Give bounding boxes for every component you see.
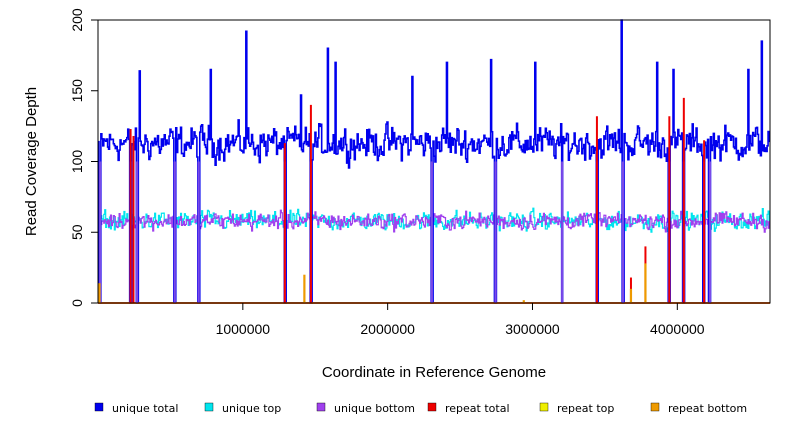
legend-label-repeat-total: repeat total xyxy=(445,402,510,415)
y-axis: 0 50 100 150 200 xyxy=(69,8,98,307)
y-tick-label-2: 100 xyxy=(69,150,85,174)
legend-swatch-repeat-total xyxy=(427,402,437,412)
legend-swatch-repeat-bottom xyxy=(650,402,660,412)
plot-area xyxy=(98,19,770,304)
legend-label-unique-total: unique total xyxy=(112,402,178,415)
legend-label-unique-bottom: unique bottom xyxy=(334,402,415,415)
legend-swatch-unique-total xyxy=(94,402,104,412)
x-tick-label-2: 3000000 xyxy=(505,321,560,337)
y-tick-label-3: 150 xyxy=(69,79,85,103)
y-axis-title: Read Coverage Depth xyxy=(23,87,40,236)
y-tick-label-4: 200 xyxy=(69,8,85,32)
series-line-unique-total xyxy=(98,19,770,304)
x-tick-label-0: 1000000 xyxy=(216,321,271,337)
legend-label-repeat-bottom: repeat bottom xyxy=(668,402,747,415)
x-tick-label-3: 4000000 xyxy=(650,321,705,337)
legend-label-repeat-top: repeat top xyxy=(557,402,614,415)
series-line-unique-bottom xyxy=(98,209,770,304)
x-axis: 1000000 2000000 3000000 4000000 xyxy=(216,303,705,337)
legend-swatch-repeat-top xyxy=(539,402,549,412)
y-tick-label-1: 50 xyxy=(69,224,85,240)
legend-swatch-unique-bottom xyxy=(316,402,326,412)
x-tick-label-1: 2000000 xyxy=(360,321,415,337)
y-tick-label-0: 0 xyxy=(69,299,85,307)
legend: unique total unique top unique bottom repea… xyxy=(94,402,747,415)
legend-label-unique-top: unique top xyxy=(222,402,281,415)
x-axis-title: Coordinate in Reference Genome xyxy=(322,364,546,381)
legend-swatch-unique-top xyxy=(204,402,214,412)
